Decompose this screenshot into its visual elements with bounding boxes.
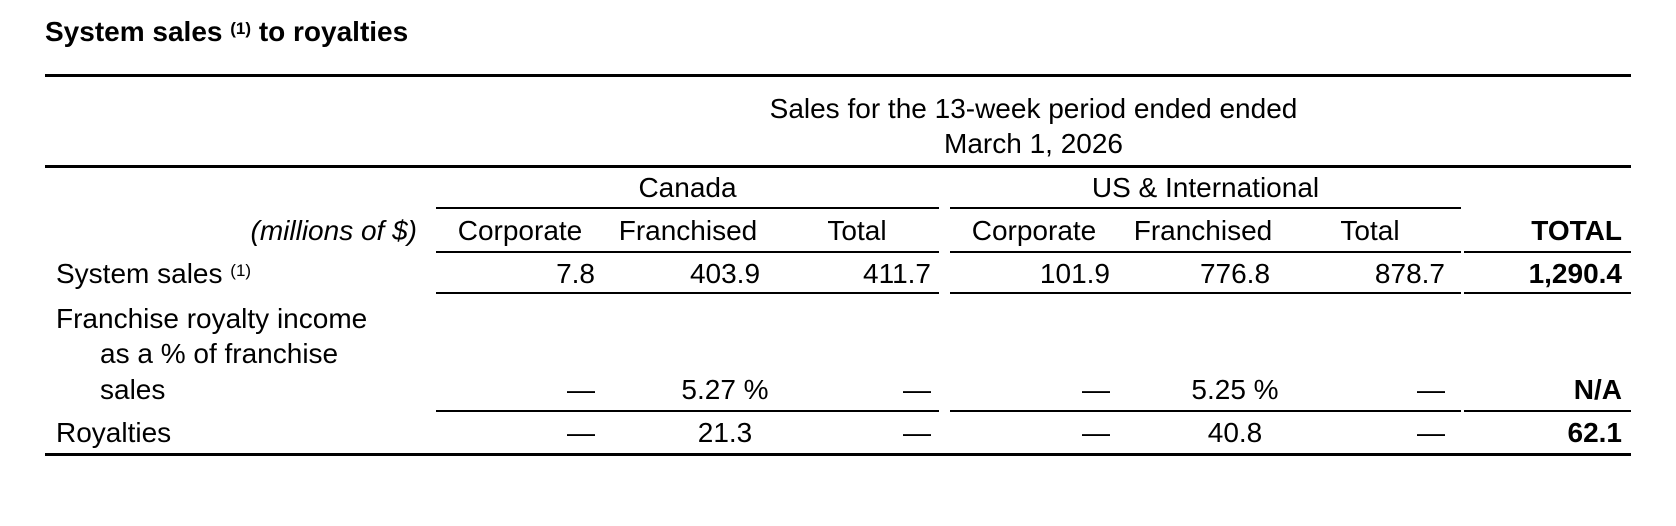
cell: 101.9 [1039,258,1110,289]
row-label: Royalties [56,417,172,448]
rule [950,207,1461,209]
period-header: March 1, 2026 [944,128,1123,159]
cell: 40.8 [1207,417,1263,448]
cell: 21.3 [697,417,753,448]
rule [950,251,1461,253]
rule [45,165,1631,168]
title-note: (1) [230,19,252,38]
title: System sales (1) to royalties [45,16,408,48]
cell: — [567,417,595,448]
row-label: Franchise royalty income [56,303,368,334]
cell: 411.7 [863,258,931,289]
column-header: Total [1340,215,1400,246]
rule [1464,410,1631,412]
rule [436,251,939,253]
cell: — [567,374,595,405]
rule [950,292,1461,294]
cell: — [903,374,931,405]
row-note: (1) [230,261,252,280]
cell: — [903,417,931,448]
cell: 7.8 [556,258,595,289]
group-header: Canada [638,172,737,203]
rule [1464,251,1631,253]
cell: 5.25 % [1191,374,1279,405]
cell: — [1082,374,1110,405]
column-header: Total [827,215,887,246]
rule [45,453,1631,456]
cell: — [1417,417,1445,448]
cell: 776.8 [1199,258,1271,289]
units-label: (millions of $) [250,215,417,246]
cell: 403.9 [689,258,761,289]
cell: 5.27 % [681,374,769,405]
cell: N/A [1573,374,1622,405]
rule [45,74,1631,77]
rule [950,410,1461,412]
group-header: US & International [1091,172,1320,203]
column-header: Franchised [1133,215,1273,246]
cell: 878.7 [1374,258,1445,289]
column-header: TOTAL [1531,215,1622,246]
cell: — [1082,417,1110,448]
row-label-text: System sales [56,258,223,289]
row-label: System sales (1) [56,258,251,290]
cell: 1,290.4 [1528,258,1622,289]
row-label: as a % of franchise [100,338,339,369]
rule [436,207,939,209]
cell: 62.1 [1567,417,1623,448]
rule [436,410,939,412]
row-label: sales [100,374,166,405]
title-text: System sales [45,16,223,47]
cell: — [1417,374,1445,405]
column-header: Corporate [457,215,583,246]
column-header: Corporate [971,215,1097,246]
period-header: Sales for the 13-week period ended ended [769,93,1298,124]
title-suffix: to royalties [258,16,409,47]
rule [436,292,939,294]
column-header: Franchised [618,215,758,246]
rule [1464,292,1631,294]
